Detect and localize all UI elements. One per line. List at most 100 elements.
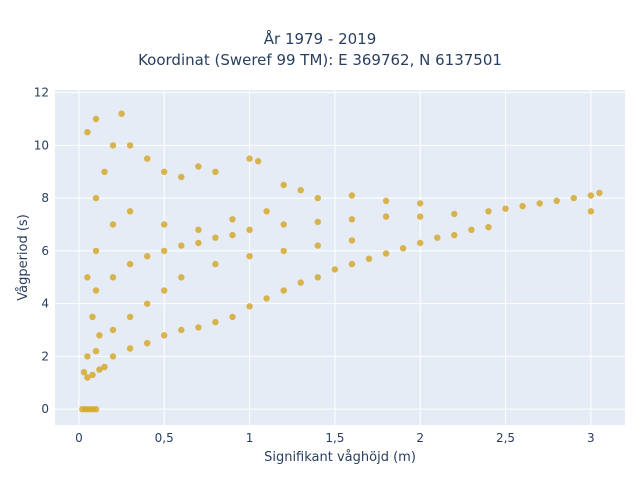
data-point xyxy=(280,287,287,294)
data-point xyxy=(382,250,390,257)
data-point xyxy=(331,266,339,273)
data-point xyxy=(246,155,253,162)
data-point xyxy=(417,200,424,207)
data-point xyxy=(92,287,100,294)
data-point xyxy=(417,213,424,220)
data-point xyxy=(195,239,202,247)
data-point xyxy=(80,369,88,376)
y-tick-label: 0 xyxy=(41,402,49,416)
data-point xyxy=(246,303,253,310)
data-point xyxy=(519,202,526,210)
data-point xyxy=(126,142,134,149)
data-point xyxy=(212,260,219,268)
data-point xyxy=(485,224,492,231)
data-point xyxy=(212,168,219,175)
data-point xyxy=(178,173,185,181)
chart-title-line-2: Koordinat (Sweref 99 TM): E 369762, N 61… xyxy=(138,51,502,69)
y-tick-label: 4 xyxy=(41,297,49,311)
data-point xyxy=(314,242,321,249)
x-axis-title: Signifikant våghöjd (m) xyxy=(264,450,416,465)
chart-title-line-1: År 1979 - 2019 xyxy=(263,30,377,48)
y-tick-label: 10 xyxy=(34,138,49,152)
x-tick-label: 3 xyxy=(587,431,595,445)
data-point xyxy=(161,221,168,228)
data-point xyxy=(485,208,492,215)
data-point xyxy=(84,274,91,281)
data-point xyxy=(126,313,134,321)
data-point xyxy=(348,237,356,244)
data-point xyxy=(178,242,185,249)
data-point xyxy=(92,406,100,413)
data-point xyxy=(161,287,168,294)
data-point xyxy=(126,208,134,215)
data-point xyxy=(553,197,560,204)
data-point xyxy=(144,253,151,260)
data-point xyxy=(587,192,595,199)
data-point xyxy=(434,234,441,241)
data-point xyxy=(118,110,125,117)
data-point xyxy=(382,213,390,220)
x-tick-label: 0 xyxy=(75,431,83,445)
data-point xyxy=(195,163,202,170)
data-point xyxy=(96,366,103,373)
data-point xyxy=(451,231,458,239)
data-point xyxy=(314,218,321,226)
data-point xyxy=(399,245,407,252)
data-point xyxy=(212,234,219,241)
data-point xyxy=(468,226,475,233)
data-point xyxy=(109,221,117,228)
data-point xyxy=(195,226,202,233)
data-point xyxy=(212,318,219,326)
data-point xyxy=(570,194,577,202)
data-point xyxy=(297,187,304,194)
data-point xyxy=(161,168,168,175)
data-point xyxy=(144,340,151,347)
y-tick-label: 8 xyxy=(41,191,49,205)
data-point xyxy=(280,221,287,228)
data-point xyxy=(280,247,287,255)
data-point xyxy=(126,260,134,268)
data-point xyxy=(246,226,253,233)
y-axis-title: Vågperiod (s) xyxy=(16,214,31,301)
data-point xyxy=(92,115,100,123)
data-point xyxy=(109,142,117,149)
data-point xyxy=(348,192,356,199)
y-tick-label: 12 xyxy=(34,86,49,100)
data-point xyxy=(161,332,168,339)
plot-background xyxy=(55,90,625,425)
data-point xyxy=(596,189,603,197)
data-point xyxy=(536,200,543,207)
data-point xyxy=(101,168,108,175)
data-point xyxy=(126,345,134,352)
x-tick-label: 2 xyxy=(416,431,424,445)
data-point xyxy=(109,274,117,281)
data-point xyxy=(417,239,424,247)
x-tick-label: 0,5 xyxy=(155,431,174,445)
data-point xyxy=(365,255,373,262)
data-point xyxy=(89,371,96,379)
data-point xyxy=(144,300,151,307)
data-point xyxy=(178,274,185,281)
y-tick-label: 2 xyxy=(41,349,49,363)
x-tick-label: 2,5 xyxy=(496,431,515,445)
data-point xyxy=(229,231,236,239)
data-point xyxy=(92,247,100,255)
data-point xyxy=(109,326,117,334)
data-point xyxy=(587,208,595,215)
data-point xyxy=(314,274,321,281)
x-tick-label: 1 xyxy=(246,431,254,445)
data-point xyxy=(246,253,253,260)
data-point xyxy=(348,216,356,223)
data-point xyxy=(263,208,270,215)
data-point xyxy=(297,279,304,286)
data-point xyxy=(92,194,100,202)
data-point xyxy=(89,313,96,321)
data-point xyxy=(161,247,168,255)
data-point xyxy=(348,260,356,268)
data-point xyxy=(451,210,458,218)
data-point xyxy=(382,197,390,204)
data-point xyxy=(178,326,185,334)
data-point xyxy=(280,181,287,189)
data-point xyxy=(254,158,262,165)
